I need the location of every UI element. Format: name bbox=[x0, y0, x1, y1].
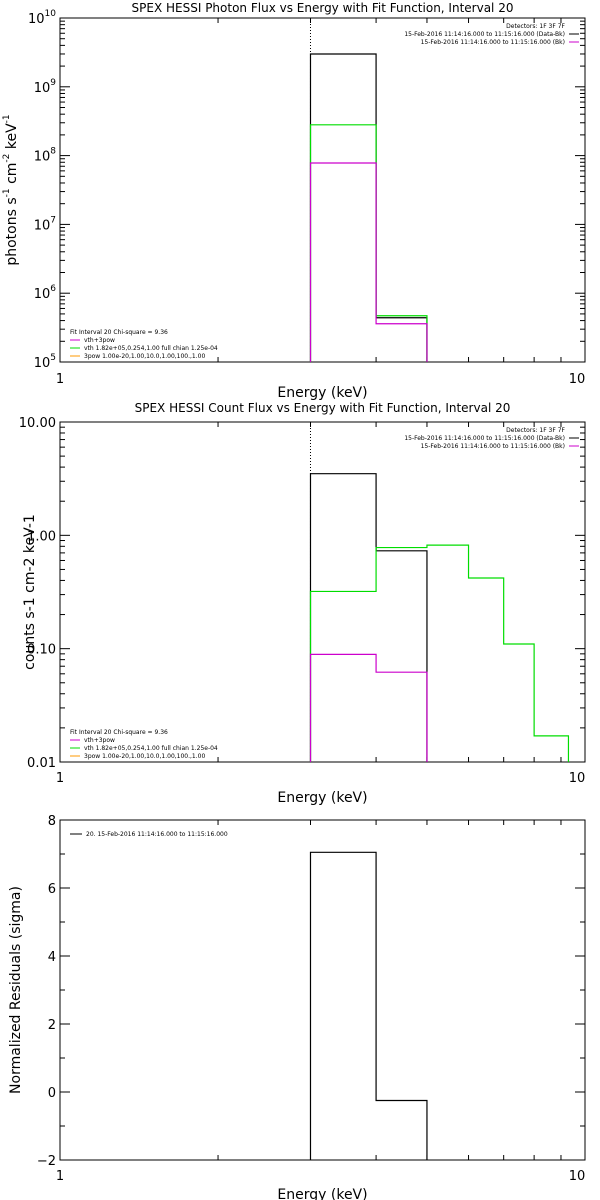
series-2-line bbox=[309, 544, 570, 762]
legend-bottom-text: Fit Interval 20 Chi-square = 9.36 bbox=[70, 729, 168, 736]
y-tick-label: 1010 bbox=[28, 9, 56, 27]
y-tick-label: 1.00 bbox=[27, 529, 56, 544]
chart-panel-1: SPEX HESSI Photon Flux vs Energy with Fi… bbox=[2, 1, 586, 401]
y-tick-label: 10.00 bbox=[19, 416, 56, 431]
y-tick-label: 109 bbox=[34, 78, 57, 96]
y-tick-label: 106 bbox=[34, 284, 57, 302]
legend-top-text: 15-Feb-2016 11:14:16.000 to 11:15:16.000… bbox=[404, 435, 565, 442]
x-axis-label: Energy (keV) bbox=[277, 385, 367, 401]
y-tick-label: 108 bbox=[34, 147, 57, 165]
legend-bottom-text: vth+3pow bbox=[84, 337, 115, 344]
chart-title: SPEX HESSI Photon Flux vs Energy with Fi… bbox=[132, 1, 514, 15]
legend-top-text: 15-Feb-2016 11:14:16.000 to 11:15:16.000… bbox=[421, 39, 565, 46]
series-3-line bbox=[309, 653, 428, 762]
legend-bottom-text: Fit Interval 20 Chi-square = 9.36 bbox=[70, 329, 168, 336]
x-axis-label: Energy (keV) bbox=[277, 790, 367, 806]
y-tick-label: 6 bbox=[48, 882, 56, 897]
y-tick-label: 2 bbox=[48, 1018, 56, 1033]
y-axis-label: photons s-1 cm-2 keV-1 bbox=[2, 114, 20, 265]
x-axis-label: Energy (keV) bbox=[277, 1187, 367, 1200]
y-tick-label: 0 bbox=[48, 1086, 56, 1101]
x-tick-label: 10 bbox=[569, 1169, 586, 1184]
series-1-line bbox=[309, 473, 428, 762]
legend-topleft-text: 20. 15-Feb-2016 11:14:16.000 to 11:15:16… bbox=[86, 831, 228, 838]
legend-bottom-text: vth 1.82e+05,0.254,1.00 full chian 1.25e… bbox=[84, 745, 218, 752]
y-tick-label: 0.10 bbox=[27, 643, 56, 658]
series-1-line bbox=[309, 851, 428, 1160]
plot-frame bbox=[59, 819, 586, 1161]
legend-bottom-text: 3pow 1.00e-20,1.00,10.0,1.00,100.,1.00 bbox=[84, 353, 205, 360]
legend-top-text: Detectors: 1F 3F 7F bbox=[506, 427, 565, 434]
legend-bottom-text: vth+3pow bbox=[84, 737, 115, 744]
y-tick-label: 105 bbox=[34, 353, 56, 371]
x-tick-label: 1 bbox=[56, 1169, 64, 1184]
chart-panel-3: 1 10 Energy (keV) −2 0 2 4 6 8 Normalized Residua… bbox=[8, 814, 586, 1200]
y-tick-label: −2 bbox=[37, 1154, 56, 1169]
y-axis-label: Normalized Residuals (sigma) bbox=[8, 886, 24, 1094]
legend-top-text: 15-Feb-2016 11:14:16.000 to 11:15:16.000… bbox=[421, 443, 565, 450]
series-2-line bbox=[309, 124, 428, 362]
legend-bottom-text: vth 1.82e+05,0.254,1.00 full chian 1.25e… bbox=[84, 345, 218, 352]
x-tick-label: 1 bbox=[56, 372, 64, 387]
x-tick-label: 10 bbox=[569, 771, 586, 786]
y-tick-label: 8 bbox=[48, 814, 56, 829]
y-tick-label: 107 bbox=[34, 215, 56, 233]
plot-frame bbox=[59, 421, 586, 763]
plot-frame bbox=[59, 17, 586, 363]
chart-panel-2: SPEX HESSI Count Flux vs Energy with Fit… bbox=[19, 401, 586, 806]
legend-bottom-text: 3pow 1.00e-20,1.00,10.0,1.00,100.,1.00 bbox=[84, 753, 205, 760]
series-3-line bbox=[309, 162, 428, 362]
y-axis-label: counts s-1 cm-2 keV-1 bbox=[22, 514, 38, 670]
y-tick-label: 4 bbox=[48, 950, 56, 965]
legend-top-text: 15-Feb-2016 11:14:16.000 to 11:15:16.000… bbox=[404, 31, 565, 38]
chart-title: SPEX HESSI Count Flux vs Energy with Fit… bbox=[135, 401, 511, 415]
x-tick-label: 1 bbox=[56, 771, 64, 786]
x-tick-label: 10 bbox=[569, 372, 586, 387]
legend-top-text: Detectors: 1F 3F 7F bbox=[506, 23, 565, 30]
y-tick-label: 0.01 bbox=[27, 756, 56, 771]
